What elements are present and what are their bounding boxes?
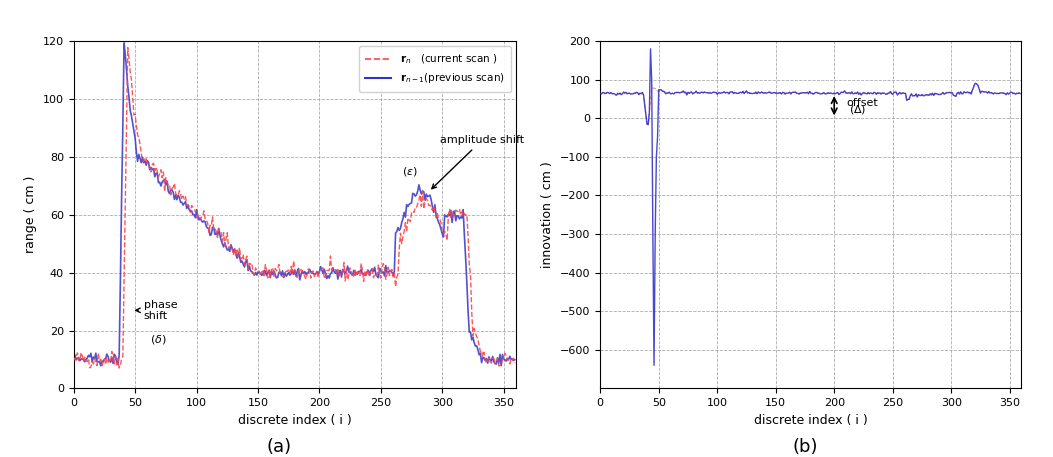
Text: phase
shift: phase shift — [136, 299, 177, 321]
X-axis label: discrete index ( i ): discrete index ( i ) — [754, 414, 868, 427]
Text: $(\Delta)$: $(\Delta)$ — [850, 103, 867, 117]
Y-axis label: range ( cm ): range ( cm ) — [24, 176, 37, 254]
Legend: $\mathbf{r}_n$   (current scan ), $\mathbf{r}_{n-1}$(previous scan): $\mathbf{r}_n$ (current scan ), $\mathbf… — [359, 46, 511, 92]
Text: (a): (a) — [266, 438, 292, 457]
Text: $(\delta)$: $(\delta)$ — [150, 333, 166, 345]
Text: (b): (b) — [793, 438, 818, 457]
Text: amplitude shift: amplitude shift — [432, 135, 524, 189]
Text: offset: offset — [846, 98, 877, 108]
Text: $(\varepsilon)$: $(\varepsilon)$ — [402, 165, 417, 178]
X-axis label: discrete index ( i ): discrete index ( i ) — [238, 414, 352, 427]
Y-axis label: innovation ( cm ): innovation ( cm ) — [541, 161, 555, 268]
